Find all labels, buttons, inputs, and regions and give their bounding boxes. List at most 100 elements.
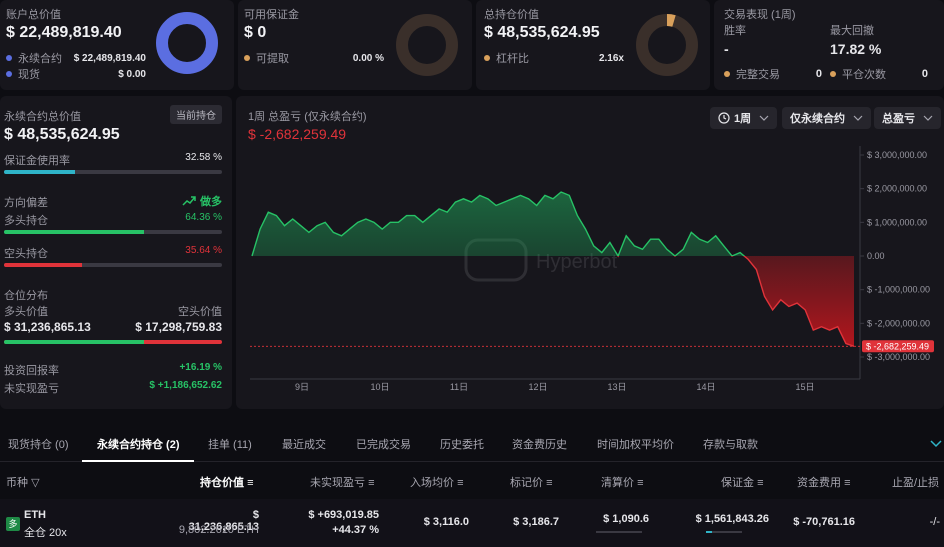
position-title: 总持仓价值 [484, 9, 539, 21]
chevron-down-icon [853, 115, 863, 121]
positions-table-header: 币种 ▽ 持仓价值 ≡ 未实现盈亏 ≡ 入场均价 ≡ 标记价 ≡ 清算价 ≡ 保… [0, 462, 944, 498]
liq-distance-bar [596, 531, 642, 533]
col-tpsl: 止盈/止损 [892, 477, 940, 489]
trend-up-icon [182, 196, 196, 206]
tpsl-value[interactable]: -/- [929, 516, 940, 528]
chevron-down-icon [759, 115, 769, 121]
pnl-area-chart: Hyperbot $ 3,000,000.00 $ 2,000,000.00 $ 1… [250, 146, 934, 392]
chevron-down-icon [923, 115, 933, 121]
y-tick-label: $ -3,000,000.00 [867, 352, 930, 362]
filter-icon: ▽ [31, 477, 40, 489]
x-tick-label: 11日 [450, 382, 468, 392]
clock-icon [718, 112, 730, 124]
account-donut-chart [156, 12, 218, 74]
distribution-bar [4, 340, 222, 344]
col-margin[interactable]: 保证金 ≡ [721, 477, 764, 489]
upnl-label: 未实现盈亏 [4, 383, 59, 395]
short-bar [4, 263, 222, 267]
margin-usage-label: 保证金使用率 [4, 155, 70, 167]
position-tabs: 现货持仓 (0) 永续合约持仓 (2) 挂单 (11) 最近成交 已完成交易 历… [0, 426, 944, 462]
perp-total-label: 永续合约总价值 [4, 111, 81, 123]
y-tick-label: $ -2,000,000.00 [867, 318, 930, 328]
x-tick-label: 14日 [696, 382, 715, 392]
sort-icon: ≡ [247, 477, 254, 489]
col-funding[interactable]: 资金费用 ≡ [797, 477, 851, 489]
completed-dot-icon [724, 71, 730, 77]
sort-icon: ≡ [637, 477, 644, 489]
upnl-value: $ +693,019.85 [308, 509, 379, 521]
current-position-badge[interactable]: 当前持仓 [170, 105, 222, 124]
chart-title: 1周 总盈亏 (仅永续合约) [248, 111, 367, 123]
tab-recent-fills[interactable]: 最近成交 [282, 439, 326, 451]
pnl-chart-panel: 1周 总盈亏 (仅永续合约) $ -2,682,259.49 1周 仅永续合约 … [236, 96, 944, 409]
sort-icon: ≡ [368, 477, 375, 489]
col-mark-price[interactable]: 标记价 ≡ [510, 477, 553, 489]
last-value-tag [862, 340, 934, 353]
long-bar [4, 230, 222, 234]
funding-value: $ -70,761.16 [793, 516, 855, 528]
col-position-value[interactable]: 持仓价值 ≡ [200, 477, 254, 489]
spot-value: $ 0.00 [118, 68, 146, 80]
perp-value: $ 22,489,819.40 [73, 52, 146, 64]
tab-deposits-withdrawals[interactable]: 存款与取款 [703, 439, 758, 451]
completed-label: 完整交易 [736, 69, 780, 81]
x-tick-label: 9日 [295, 382, 309, 392]
metric-select[interactable]: 总盈亏 [874, 107, 941, 129]
positive-area [252, 192, 854, 256]
x-tick-label: 10日 [370, 382, 389, 392]
completed-value: 0 [815, 68, 822, 80]
y-tick-label: 0.00 [867, 251, 885, 261]
margin-donut-chart [396, 14, 458, 76]
x-tick-label: 13日 [607, 382, 626, 392]
watermark-text: Hyperbot [536, 251, 618, 273]
withdraw-value: 0.00 % [352, 52, 384, 64]
available-margin-card: 可用保证金 $ 0 可提取 0.00 % [238, 0, 472, 90]
tab-order-history[interactable]: 历史委托 [440, 439, 484, 451]
tab-open-orders[interactable]: 挂单 (11) [208, 439, 252, 451]
closes-label: 平仓次数 [842, 69, 886, 81]
tab-perp-positions[interactable]: 永续合约持仓 (2) [97, 439, 180, 451]
sort-icon: ≡ [757, 477, 764, 489]
tab-twap[interactable]: 时间加权平均价 [597, 439, 674, 451]
position-value: $ 31,236,865.13 [188, 509, 259, 533]
period-select[interactable]: 1周 [710, 107, 778, 129]
spot-dot-icon [6, 71, 12, 77]
col-coin[interactable]: 币种 ▽ [6, 477, 40, 489]
leverage-value: 2.16x [598, 52, 624, 64]
tab-spot-positions[interactable]: 现货持仓 (0) [8, 439, 69, 451]
chart-value: $ -2,682,259.49 [248, 126, 347, 142]
margin-title: 可用保证金 [244, 9, 299, 21]
coin-name[interactable]: ETH [24, 509, 46, 521]
y-tick-label: $ 3,000,000.00 [867, 150, 927, 160]
negative-area [252, 256, 854, 347]
spot-label: 现货 [18, 69, 40, 81]
long-label: 多头持仓 [4, 215, 48, 227]
tab-completed-trades[interactable]: 已完成交易 [356, 439, 411, 451]
closes-value: 0 [921, 68, 928, 80]
margin-bar [706, 531, 742, 533]
col-entry-price[interactable]: 入场均价 ≡ [410, 477, 464, 489]
winrate-value: - [724, 41, 729, 57]
long-badge: 多 [6, 517, 20, 531]
col-liq-price[interactable]: 清算价 ≡ [601, 477, 644, 489]
table-row[interactable]: 多 ETH 全仓 20x $ 31,236,865.13 9,802.2610 … [0, 499, 944, 547]
short-label: 空头持仓 [4, 248, 48, 260]
chevron-down-icon[interactable] [930, 440, 942, 448]
tab-funding-history[interactable]: 资金费历史 [512, 439, 567, 451]
margin-value: $ 0 [244, 24, 267, 41]
bias-label: 方向偏差 [4, 197, 48, 209]
dist-label: 仓位分布 [4, 290, 48, 302]
positive-line [251, 191, 746, 256]
margin-usage-bar [4, 170, 222, 174]
bias-value: 做多 [200, 196, 222, 208]
account-value-card: 账户总价值 $ 22,489,819.40 永续合约 $ 22,489,819.… [0, 0, 234, 90]
position-value: $ 48,535,624.95 [484, 24, 600, 41]
sort-icon: ≡ [844, 477, 851, 489]
perp-total-value: $ 48,535,624.95 [4, 126, 120, 143]
col-upnl[interactable]: 未实现盈亏 ≡ [310, 477, 375, 489]
long-val: $ 31,236,865.13 [4, 320, 91, 334]
entry-price: $ 3,116.0 [423, 516, 469, 528]
scope-select[interactable]: 仅永续合约 [782, 107, 871, 129]
closes-dot-icon [830, 71, 836, 77]
active-tab-underline [82, 460, 194, 462]
